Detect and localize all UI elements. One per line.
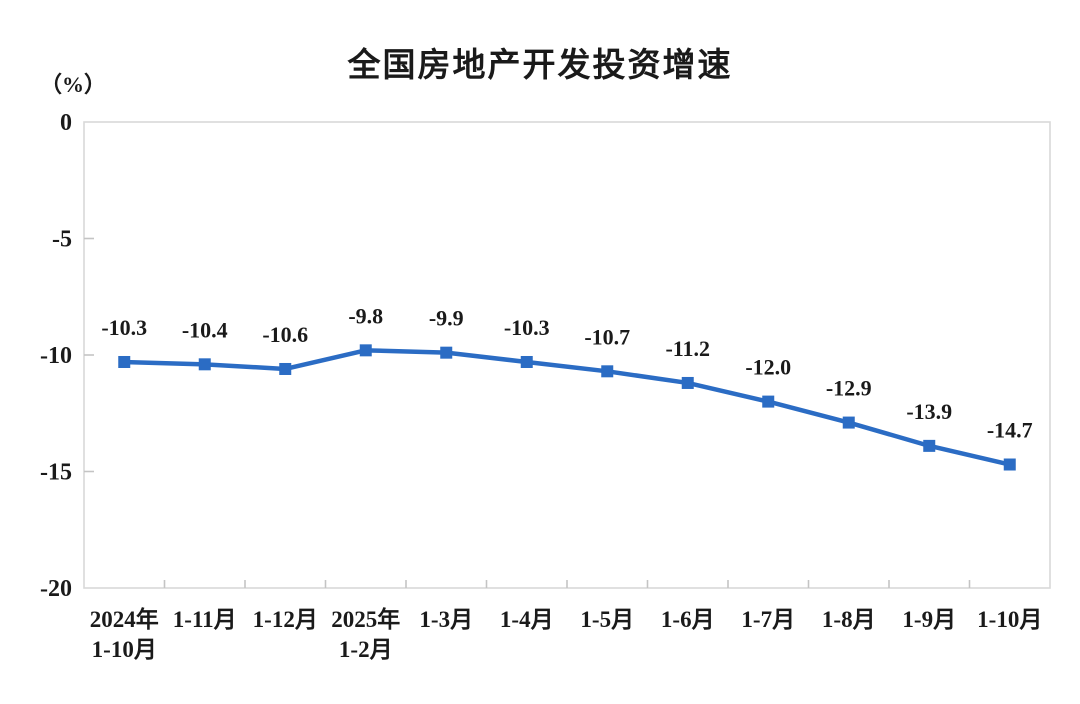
x-axis-category-label: 1-2月 bbox=[339, 637, 393, 662]
y-axis-tick-label: 0 bbox=[60, 110, 72, 136]
y-axis-tick-label: -5 bbox=[52, 227, 72, 253]
chart-title: 全国房地产开发投资增速 bbox=[347, 46, 733, 83]
data-point-label: -10.3 bbox=[101, 315, 147, 340]
y-axis-tick-label: -20 bbox=[40, 576, 72, 602]
x-axis-category-label: 1-5月 bbox=[580, 607, 634, 632]
data-point-label: -12.9 bbox=[826, 376, 872, 401]
data-point-marker bbox=[681, 376, 694, 389]
x-axis-category-label: 1-8月 bbox=[822, 607, 876, 632]
data-point-marker bbox=[118, 355, 131, 368]
data-point-label: -10.3 bbox=[504, 315, 550, 340]
data-point-label: -10.4 bbox=[182, 317, 228, 342]
x-axis-category-label: 2025年 bbox=[331, 606, 400, 632]
data-point-marker bbox=[359, 344, 372, 357]
data-point-marker bbox=[601, 365, 614, 378]
data-point-label: -12.0 bbox=[745, 355, 791, 380]
data-point-label: -10.7 bbox=[584, 324, 630, 349]
x-axis-category-label: 1-4月 bbox=[500, 607, 554, 632]
y-axis-tick-label: -15 bbox=[40, 460, 72, 486]
data-point-marker bbox=[923, 439, 936, 452]
x-axis-category-label: 1-10月 bbox=[977, 607, 1042, 632]
data-point-marker bbox=[279, 362, 292, 375]
x-axis-category-label: 2024年 bbox=[90, 606, 159, 632]
x-axis-category-label: 1-10月 bbox=[92, 637, 157, 662]
data-point-marker bbox=[520, 355, 533, 368]
data-point-label: -9.9 bbox=[429, 306, 464, 331]
data-point-label: -13.9 bbox=[906, 399, 952, 424]
data-point-marker bbox=[842, 416, 855, 429]
data-point-marker bbox=[762, 395, 775, 408]
data-point-label: -11.2 bbox=[665, 336, 710, 361]
data-point-label: -14.7 bbox=[987, 418, 1033, 443]
x-axis-category-label: 1-11月 bbox=[173, 607, 237, 632]
data-point-label: -10.6 bbox=[262, 322, 308, 347]
trend-line bbox=[122, 348, 1012, 467]
data-point-marker bbox=[1003, 458, 1016, 471]
y-axis-unit-label: （%） bbox=[40, 72, 107, 97]
x-axis-category-label: 1-3月 bbox=[419, 607, 473, 632]
x-axis-category-label: 1-12月 bbox=[253, 607, 318, 632]
x-axis-category-label: 1-9月 bbox=[902, 607, 956, 632]
x-axis-category-label: 1-7月 bbox=[741, 607, 795, 632]
data-point-marker bbox=[198, 358, 211, 371]
x-axis-category-label: 1-6月 bbox=[661, 607, 715, 632]
data-point-marker bbox=[440, 346, 453, 359]
plot-border bbox=[83, 121, 1051, 589]
data-point-label: -9.8 bbox=[348, 303, 383, 328]
y-axis-tick-label: -10 bbox=[40, 343, 72, 369]
